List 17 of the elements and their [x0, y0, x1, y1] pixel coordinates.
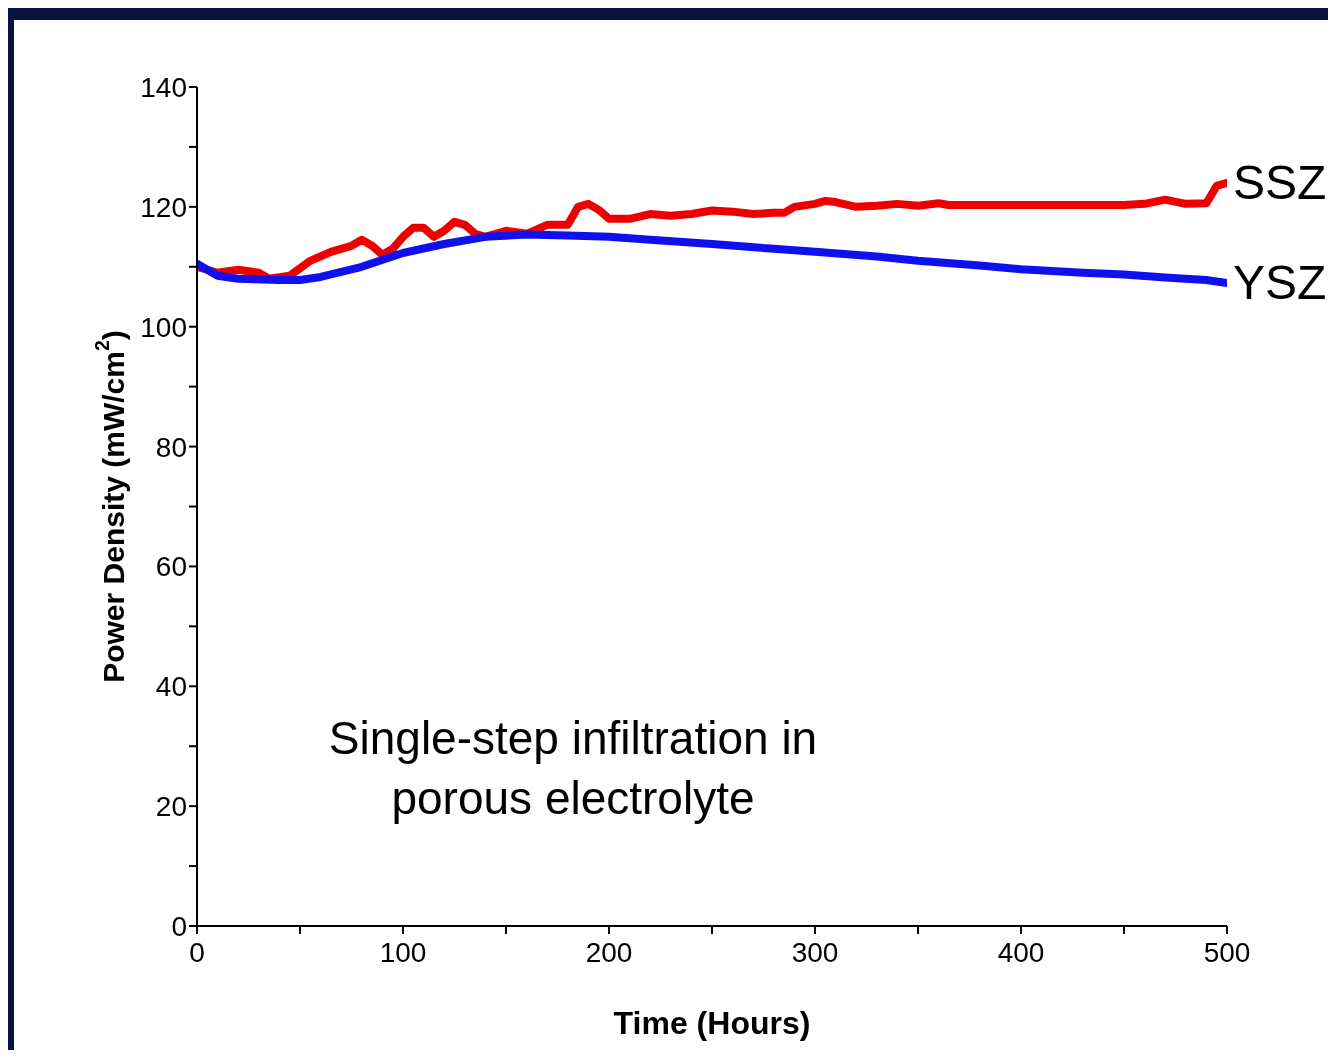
- y-tick-label: 100: [140, 311, 187, 343]
- x-tick-label: 500: [1203, 936, 1251, 968]
- series-label: SSZ: [1233, 156, 1327, 210]
- x-axis-title: Time (Hours): [613, 1005, 811, 1041]
- y-tick-label: 80: [155, 431, 187, 463]
- x-tick-label: 200: [585, 936, 633, 968]
- x-tick-label: 100: [379, 936, 427, 968]
- y-tick-label: 120: [140, 191, 187, 223]
- y-tick-label: 0: [171, 910, 187, 942]
- y-tick-label: 60: [155, 551, 187, 583]
- x-tick-label: 400: [997, 936, 1045, 968]
- series-label: YSZ: [1233, 256, 1327, 310]
- y-tick-label: 40: [155, 671, 187, 703]
- x-tick-label: 300: [791, 936, 839, 968]
- y-tick-label: 20: [155, 791, 187, 823]
- y-tick-label: 140: [140, 71, 187, 103]
- annotation: Single-step infiltration in porous electrolyte: [327, 711, 819, 826]
